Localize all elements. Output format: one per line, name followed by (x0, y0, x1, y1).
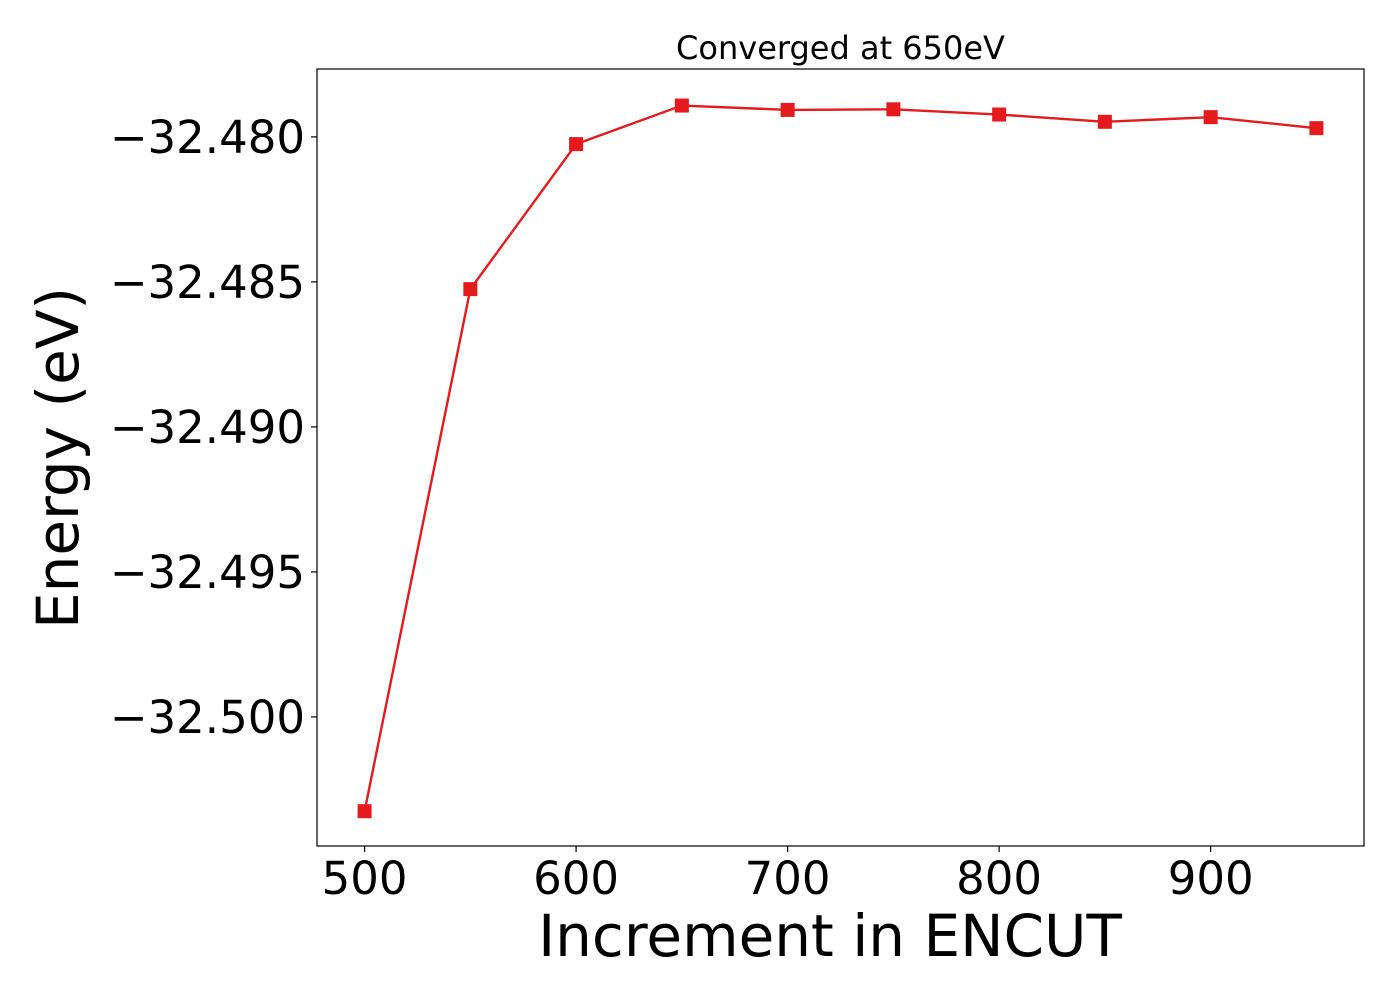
data-point-750 (886, 102, 901, 117)
y-tick-label: −32.500 (110, 691, 305, 744)
data-point-550 (463, 282, 478, 297)
data-point-500 (357, 804, 372, 819)
series-markers (357, 98, 1324, 819)
y-axis-ticks: −32.480 −32.485 −32.490 −32.495 −32.500 (110, 111, 317, 744)
data-point-700 (780, 102, 795, 117)
data-point-650 (674, 98, 689, 113)
y-tick-label: −32.480 (110, 111, 305, 164)
x-axis-label: Increment in ENCUT (538, 902, 1122, 970)
energy-series-line (363, 104, 1317, 812)
chart-title: Converged at 650eV (676, 29, 1005, 67)
x-tick-label: 900 (1168, 852, 1254, 905)
y-tick-label: −32.490 (110, 401, 305, 454)
plot-area-frame (316, 68, 1365, 847)
x-tick-label: 600 (533, 852, 619, 905)
y-tick-label: −32.495 (110, 546, 305, 599)
data-point-950 (1309, 121, 1324, 136)
data-point-900 (1203, 110, 1218, 125)
data-point-600 (569, 137, 584, 152)
y-tick-label: −32.485 (110, 256, 305, 309)
x-tick-label: 700 (745, 852, 831, 905)
x-axis-ticks: 500 600 700 800 900 (322, 846, 1254, 905)
x-tick-label: 800 (956, 852, 1042, 905)
y-axis-label: Energy (eV) (24, 287, 92, 629)
data-point-800 (992, 107, 1007, 122)
x-tick-label: 500 (322, 852, 408, 905)
data-point-850 (1097, 114, 1112, 129)
